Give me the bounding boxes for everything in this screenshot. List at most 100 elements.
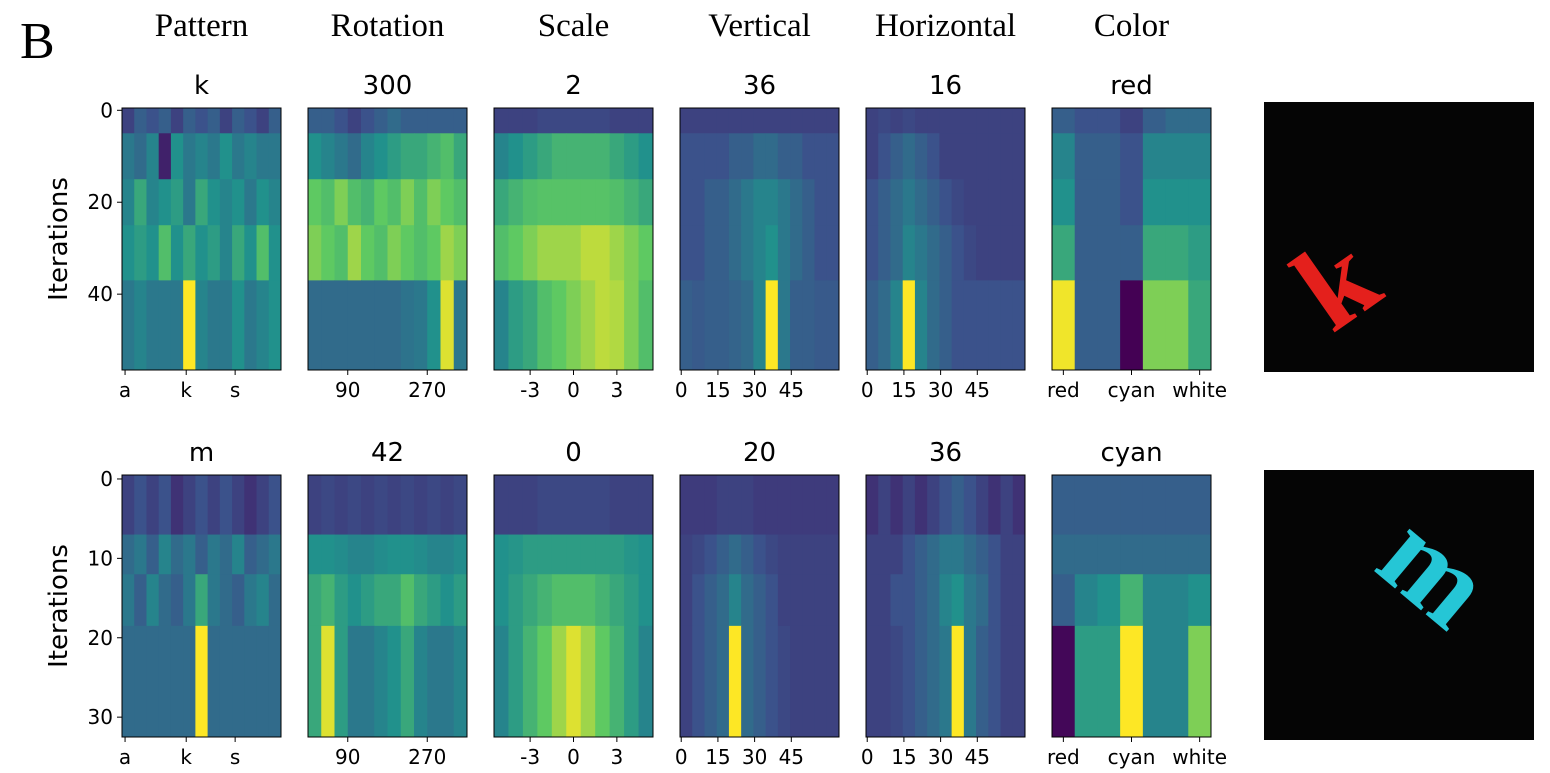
heatmap-cell	[494, 179, 509, 226]
heatmap-cell	[1074, 280, 1098, 371]
heatmap-cell	[1097, 280, 1121, 371]
y-tick-label: 20	[88, 190, 113, 214]
heatmap-cell	[321, 108, 335, 134]
heatmap-cell	[902, 534, 916, 575]
heatmap-cell	[453, 625, 468, 738]
heatmap-cell	[122, 108, 135, 134]
heatmap-cell	[728, 225, 742, 281]
heatmap-cell	[134, 625, 147, 738]
heatmap-cell	[765, 133, 779, 180]
heatmap-cell	[878, 475, 891, 536]
heatmap-cell	[741, 534, 754, 575]
heatmap-cell	[1120, 133, 1144, 180]
heatmap-cell	[134, 179, 147, 226]
heatmap-cell	[537, 280, 553, 371]
heatmap-cell	[988, 625, 1002, 738]
heatmap-cell	[1165, 179, 1189, 226]
heatmap-cell	[232, 574, 245, 627]
heatmap-cell	[624, 179, 640, 226]
heatmap-cell	[765, 534, 779, 575]
heatmap-cell	[347, 534, 362, 575]
heatmap-cell	[219, 225, 233, 281]
heatmap-cell	[914, 133, 928, 180]
heatmap-cell	[826, 108, 840, 134]
heatmap-cell	[692, 133, 705, 180]
heatmap-cell	[347, 574, 362, 627]
x-tick-label: 30	[928, 378, 953, 402]
heatmap-cell	[728, 475, 742, 536]
panel-title: 42	[371, 438, 404, 468]
heatmap-cell	[595, 574, 611, 627]
heatmap-cell	[207, 179, 221, 226]
heatmap-cell	[595, 475, 611, 536]
heatmap-cell	[963, 625, 977, 738]
heatmap-cell	[692, 574, 705, 627]
heatmap-cell	[927, 280, 940, 371]
heatmap-cell	[122, 475, 135, 536]
heatmap-cell	[219, 574, 233, 627]
heatmap-cell	[427, 108, 441, 134]
heatmap-cell	[814, 534, 828, 575]
heatmap-cell	[939, 280, 953, 371]
heatmap-cell	[1074, 133, 1098, 180]
heatmap-cell	[347, 225, 362, 281]
heatmap-cell	[939, 574, 953, 627]
x-tick-label: 3	[610, 745, 623, 769]
heatmap-cell	[183, 574, 196, 627]
heatmap-cell	[244, 108, 258, 134]
heatmap-cell	[902, 133, 916, 180]
heatmap-cell	[1188, 534, 1212, 575]
heatmap-cell	[890, 179, 904, 226]
heatmap-cell	[361, 625, 375, 738]
heatmap-cell	[680, 108, 693, 134]
heatmap-cell	[963, 108, 977, 134]
heatmap-cell	[951, 133, 965, 180]
heatmap-cell	[680, 225, 693, 281]
heatmap-cell	[195, 133, 209, 180]
heatmap-cell	[440, 108, 455, 134]
heatmap-cell	[939, 225, 953, 281]
heatmap-cell	[244, 179, 258, 226]
heatmap-cell	[988, 108, 1002, 134]
heatmap-cell	[551, 475, 567, 536]
heatmap-cell	[638, 574, 654, 627]
heatmap-cell	[704, 225, 718, 281]
x-tick-label: 15	[891, 378, 916, 402]
heatmap-cell	[777, 475, 791, 536]
heatmap-cell	[494, 625, 509, 738]
heatmap-cell	[566, 574, 582, 627]
heatmap-cell	[680, 179, 693, 226]
x-tick-label: a	[119, 745, 131, 769]
heatmap-cell	[1097, 225, 1121, 281]
heatmap-cell	[427, 179, 441, 226]
heatmap-cell	[268, 534, 282, 575]
heatmap-cell	[321, 179, 335, 226]
heatmap-cell	[927, 625, 940, 738]
heatmap-cell	[951, 225, 965, 281]
heatmap-cell	[988, 179, 1002, 226]
heatmap-cell	[414, 280, 428, 371]
y-tick-label: 0	[100, 98, 113, 122]
panel-title: 300	[363, 71, 413, 101]
heatmap-cell	[1165, 574, 1189, 627]
heatmap-cell	[334, 108, 349, 134]
heatmap-cell	[1052, 280, 1076, 371]
heatmap-cell	[638, 133, 654, 180]
heatmap-cell	[387, 225, 402, 281]
heatmap-cell	[494, 225, 509, 281]
heatmap-cell	[219, 475, 233, 536]
heatmap-cell	[219, 179, 233, 226]
heatmap-cell	[170, 625, 184, 738]
heatmap-cell	[753, 225, 767, 281]
heatmap-cell	[347, 625, 362, 738]
heatmap-cell	[609, 534, 625, 575]
heatmap-cell	[508, 625, 524, 738]
heatmap-cell	[1142, 280, 1167, 371]
heatmap-cell	[158, 225, 172, 281]
heatmap-cell	[522, 280, 538, 371]
heatmap-cell	[400, 475, 415, 536]
heatmap-cell	[716, 574, 730, 627]
heatmap-cell	[939, 534, 953, 575]
heatmap-cell	[268, 225, 282, 281]
column-header: Scale	[538, 8, 609, 44]
